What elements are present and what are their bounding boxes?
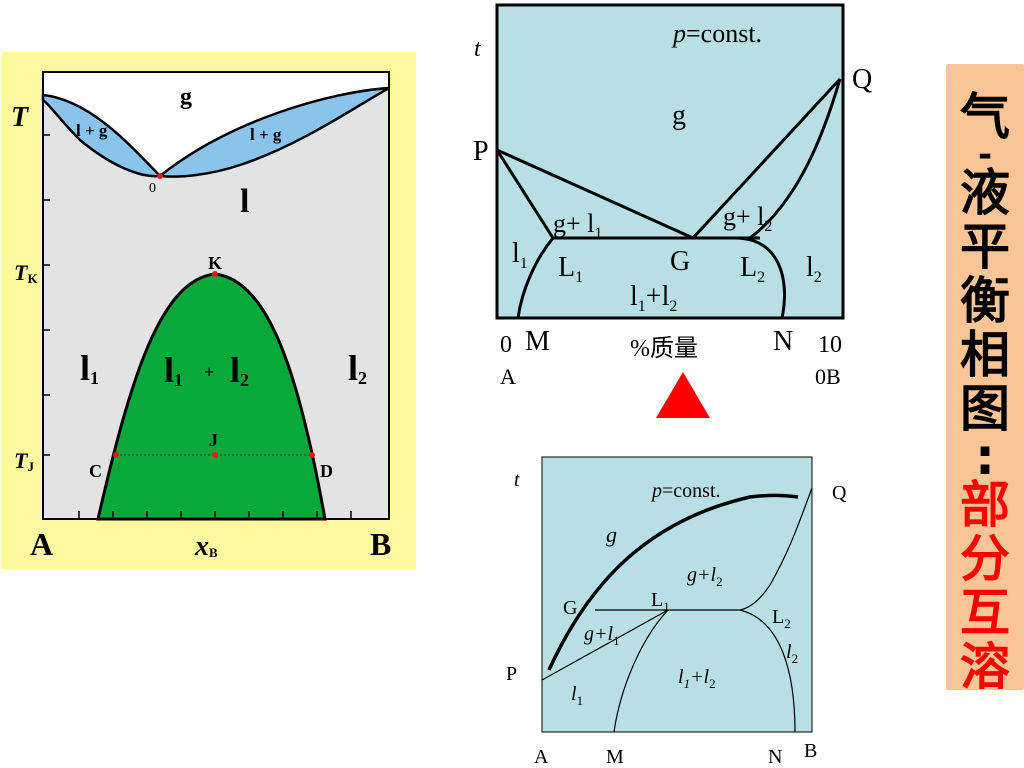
bottom-label-g-plus-l2: g+l2 [687,564,723,589]
label-zero: 0 [149,181,156,196]
left-x-ticks [78,511,352,519]
top-label-g-plus-l2: g+ l2 [723,202,772,235]
bottom-label-l2: l2 [786,641,798,666]
label-l2-in-dome: l2 [230,350,249,390]
left-plot-border [42,71,390,520]
point-zero [157,173,163,179]
label-b-axis: B [370,526,391,562]
top-axis-a: A [500,364,516,389]
top-l2-boundary [734,236,786,319]
red-triangle-arrow [656,372,710,418]
title-char: 平 [960,218,1010,276]
top-axis-m: M [525,326,550,357]
bottom-label-L1: L1 [651,589,670,614]
point-d [309,452,315,458]
vertical-title-panel: 气 - 液 平 衡 相 图 : 部 分 互 溶 [946,64,1024,694]
bottom-axis-n: N [768,746,782,768]
label-j: J [209,430,218,450]
bottom-label-G: G [563,597,577,619]
top-axis-n: N [773,326,793,357]
title-char-red: 部 [960,476,1010,534]
top-axis-0b: 0B [815,364,841,389]
title-char: - [977,135,993,175]
top-label-L2: L2 [740,252,765,286]
top-label-q: Q [852,64,872,95]
top-left-lines [495,77,842,240]
bottom-axis-b: B [804,740,817,762]
label-xb-axis: xB [194,531,218,562]
top-label-G: G [670,246,690,277]
label-plus-in-dome: + [204,362,214,382]
bottom-m-curve [613,609,669,733]
title-char: 液 [960,164,1010,222]
top-label-g-region: g [672,100,686,131]
point-k [212,271,218,277]
bottom-p-line [541,609,669,681]
label-c: C [89,461,102,481]
bottom-label-pconst: p=const. [650,480,721,502]
top-label-t: t [474,36,482,62]
top-axis-ten: 10 [818,332,842,358]
top-label-g-plus-l1: g+ l1 [553,209,602,242]
label-tj: TJ [14,448,34,474]
label-l2-region: l2 [348,348,367,388]
title-char-red: 溶 [960,638,1010,696]
label-l-plus-g-right: l + g [250,125,282,144]
top-label-L1: L1 [558,252,583,286]
label-l1-region: l1 [80,348,99,388]
label-d: D [320,461,333,481]
lens-left-l-plus-g [41,93,163,178]
bottom-label-P: P [506,663,517,685]
top-axis-zero: 0 [500,332,512,358]
top-label-l1-plus-l2: l1+l2 [630,281,677,315]
bottom-label-l1-plus-l2: l1+l2 [678,666,716,691]
top-p-to-g [496,148,694,240]
bottom-thick-curve [547,493,799,671]
gas-region [43,72,389,176]
bottom-n-curve [739,609,796,733]
bottom-label-q: Q [832,482,847,504]
bottom-q-curve [739,487,813,611]
point-c [113,452,119,458]
top-label-p: P [473,136,489,167]
top-plot-area [495,3,845,320]
title-char: 气 [960,88,1010,146]
bottom-plot-area [541,456,813,733]
bottom-axis-m: M [606,746,624,768]
top-label-l1: l1 [512,238,528,272]
label-k: K [208,253,222,273]
label-tk: TK [14,260,38,286]
label-l-plus-g-left: l + g [76,121,108,140]
top-q-curve [749,78,842,240]
bottom-label-L2: L2 [772,606,791,631]
title-char: 相 [960,326,1010,384]
lens-right-l-plus-g [156,86,390,178]
title-char: : [975,428,995,486]
top-l1-boundary [516,237,555,319]
title-char-red: 分 [960,530,1010,588]
bottom-label-g-plus-l1: g+l1 [584,623,620,648]
left-y-ticks [43,134,50,456]
label-g: g [180,84,192,110]
top-axis-title: %质量 [630,335,698,362]
label-l: l [240,183,249,220]
top-label-pconst: p=const. [671,19,762,48]
label-T: T [11,102,30,133]
top-label-l2: l2 [806,252,822,286]
title-char: 图 [960,380,1010,438]
label-l1-in-dome: l1 [164,350,183,390]
label-a-axis: A [30,526,53,562]
title-char-red: 互 [960,584,1010,642]
point-j [212,452,218,458]
bottom-label-g: g [606,522,617,547]
bottom-label-l1: l1 [571,683,583,708]
bottom-label-t: t [514,469,520,491]
title-char: 衡 [960,272,1010,330]
bottom-axis-a: A [534,746,549,768]
